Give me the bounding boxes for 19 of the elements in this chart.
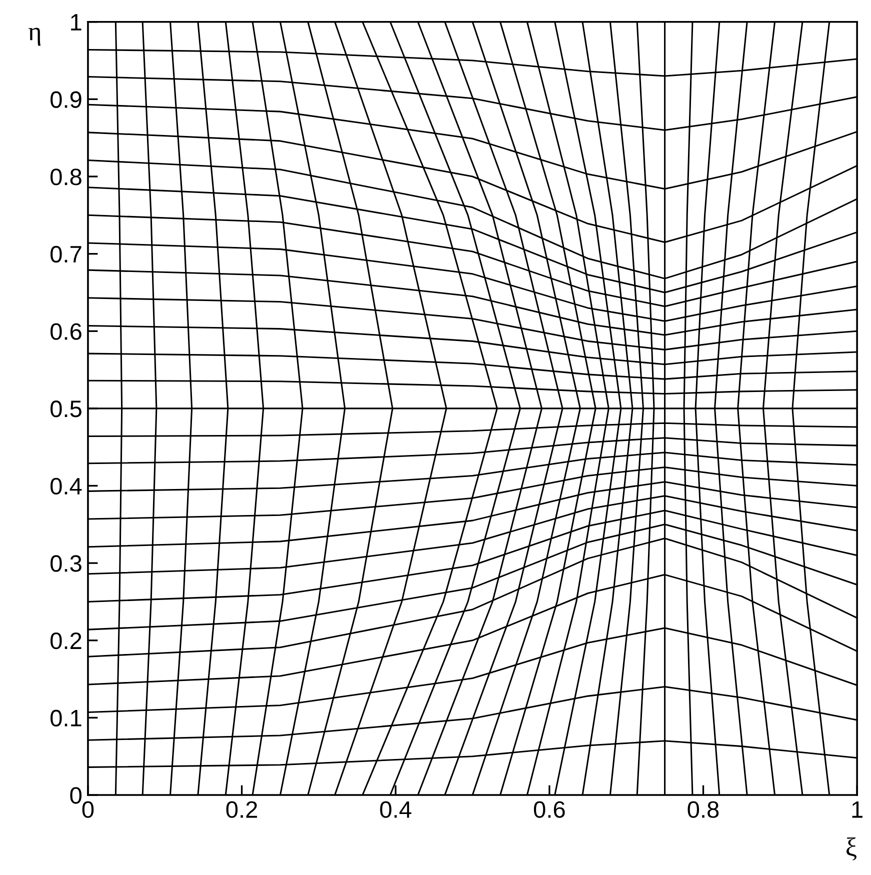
y-tick-label: 0.5 — [50, 400, 82, 418]
y-tick-label: 0.3 — [50, 555, 82, 572]
x-axis-title: ξ — [846, 837, 856, 861]
y-tick-label: 0.9 — [50, 91, 82, 108]
x-tick-label: 0.6 — [534, 801, 565, 818]
y-tick-label: 0.4 — [50, 478, 82, 495]
x-tick-label: 0.4 — [380, 801, 412, 818]
y-tick-label: 0.6 — [50, 323, 82, 340]
y-tick-label: 0.8 — [50, 168, 82, 186]
y-axis-title: η — [28, 28, 40, 46]
x-tick-label: 0.2 — [226, 801, 258, 818]
y-tick-label: 0.2 — [50, 632, 82, 650]
x-tick-label: 1 — [852, 801, 862, 818]
x-tick-label: 0 — [82, 801, 94, 818]
y-tick-label: 0.7 — [50, 246, 82, 263]
y-tick-label: 1 — [71, 14, 82, 30]
y-tick-label: 0 — [70, 787, 82, 804]
y-tick-label: 0.1 — [50, 710, 82, 726]
x-tick-label: 0.8 — [688, 801, 719, 818]
